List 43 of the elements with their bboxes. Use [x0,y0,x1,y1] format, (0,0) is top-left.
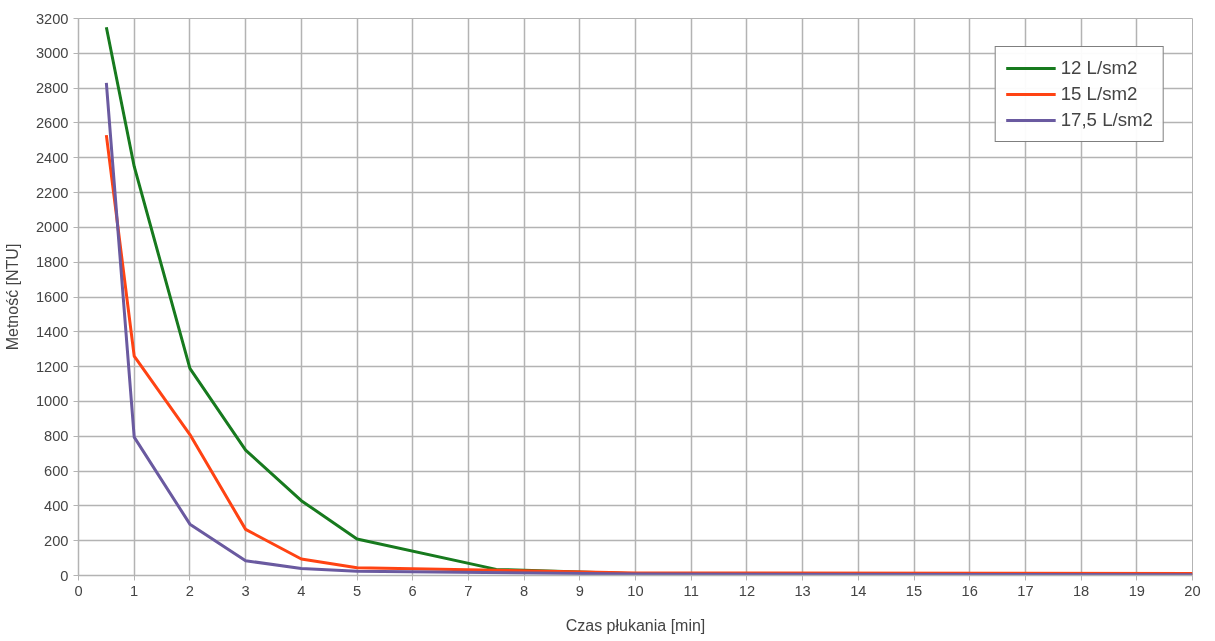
x-tick-label: 10 [627,582,644,599]
x-tick-label: 12 [738,582,756,599]
y-tick-label: 200 [44,532,69,549]
x-tick-label: 8 [520,582,529,599]
legend-label: 15 L/sm2 [1060,83,1138,105]
x-tick-label: 5 [352,582,362,599]
x-tick-label: 14 [850,582,867,599]
x-tick-label: 19 [1128,582,1145,599]
x-tick-label: 18 [1072,582,1090,599]
x-tick-label: 15 [905,582,923,599]
x-tick-label: 0 [74,582,83,599]
y-axis-title: Metność [NTU] [3,243,21,351]
y-tick-label: 2400 [35,149,69,166]
y-tick-label: 3200 [35,10,69,27]
y-tick-label: 1000 [35,393,69,410]
y-tick-label: 1400 [35,323,69,340]
y-tick-label: 2600 [35,114,69,131]
legend-label: 17,5 L/sm2 [1060,109,1153,131]
y-tick-label: 2800 [35,80,69,97]
x-axis-title: Czas płukania [min] [565,616,706,634]
x-tick-label: 13 [794,582,811,599]
x-tick-label: 6 [408,582,417,599]
x-tick-label: 2 [185,582,194,599]
x-tick-label: 3 [241,582,250,599]
x-tick-label: 11 [683,582,699,599]
y-tick-label: 600 [44,463,69,480]
y-tick-label: 800 [44,428,69,445]
y-tick-label: 400 [44,497,69,514]
x-tick-label: 1 [130,582,139,599]
x-tick-label: 16 [961,582,978,599]
y-tick-label: 1800 [35,254,69,271]
x-tick-label: 20 [1184,582,1201,599]
x-tick-label: 17 [1017,582,1034,599]
y-tick-label: 2000 [35,219,69,236]
y-tick-label: 3000 [35,45,69,62]
y-tick-label: 0 [60,567,69,584]
x-tick-label: 4 [297,582,306,599]
x-tick-label: 9 [575,582,584,599]
y-tick-label: 1200 [35,358,69,375]
legend-label: 12 L/sm2 [1060,57,1138,79]
y-tick-label: 1600 [35,289,69,305]
y-tick-label: 2200 [35,184,69,201]
x-tick-label: 7 [464,582,473,599]
